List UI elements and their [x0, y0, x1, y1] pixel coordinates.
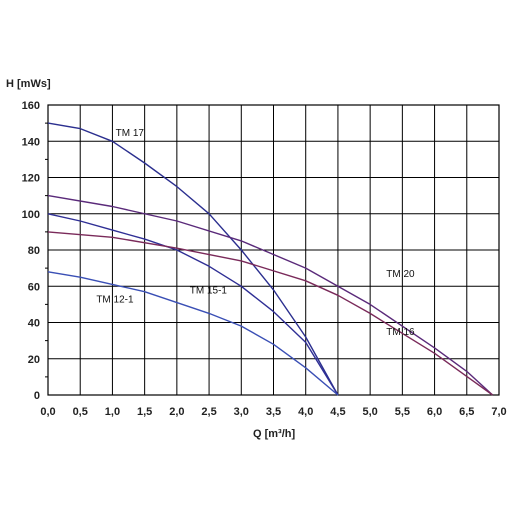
x-tick-label: 5,5 [395, 406, 410, 418]
y-tick-label: 80 [28, 245, 40, 257]
y-tick-label: 160 [22, 100, 40, 112]
x-axis-ticks: 0,0 0,5 1,0 1,5 2,0 2,5 3,0 3,5 4,0 4,5 5,0 5,5 6,0 6… [40, 406, 506, 418]
y-tick-label: 40 [28, 318, 40, 330]
x-tick-label: 6,0 [427, 406, 442, 418]
x-tick-label: 2,0 [169, 406, 184, 418]
x-tick-label: 3,5 [266, 406, 281, 418]
x-tick-label: 1,5 [137, 406, 152, 418]
y-axis-ticks: 0 20 40 60 80 100 120 140 160 [22, 100, 48, 402]
series-labels: TM 17 TM 20 TM 15-1 TM 16 TM 12-1 [96, 128, 415, 338]
series-line-tm-16 [47, 231, 494, 396]
series-line-tm-20 [47, 194, 494, 396]
series-label: TM 16 [386, 327, 415, 338]
y-tick-label: 140 [22, 136, 40, 148]
y-tick-label: 100 [22, 209, 40, 221]
x-tick-label: 3,0 [234, 406, 249, 418]
x-tick-label: 7,0 [491, 406, 506, 418]
x-tick-label: 0,0 [40, 406, 55, 418]
y-axis-title: H [mWs] [6, 78, 51, 90]
curves [47, 122, 494, 396]
series-label: TM 17 [116, 128, 145, 139]
series-line-tm-12-1 [47, 271, 339, 396]
y-tick-label: 60 [28, 281, 40, 293]
x-axis-title: Q [m³/h] [253, 428, 295, 440]
x-tick-label: 1,0 [105, 406, 120, 418]
grid [48, 105, 499, 395]
y-tick-label: 120 [22, 173, 40, 185]
x-tick-label: 6,5 [459, 406, 474, 418]
series-label: TM 12-1 [96, 295, 134, 306]
series-line-tm-15-1 [47, 213, 339, 396]
plot-frame [47, 104, 500, 396]
x-tick-label: 4,0 [298, 406, 313, 418]
x-tick-label: 4,5 [330, 406, 345, 418]
x-tick-label: 0,5 [73, 406, 88, 418]
series-label: TM 20 [386, 269, 415, 280]
y-tick-label: 0 [34, 390, 40, 402]
series-line-tm-17 [47, 122, 339, 396]
y-tick-label: 20 [28, 354, 40, 366]
series-label: TM 15-1 [190, 286, 228, 297]
x-tick-label: 2,5 [201, 406, 216, 418]
x-tick-label: 5,0 [362, 406, 377, 418]
